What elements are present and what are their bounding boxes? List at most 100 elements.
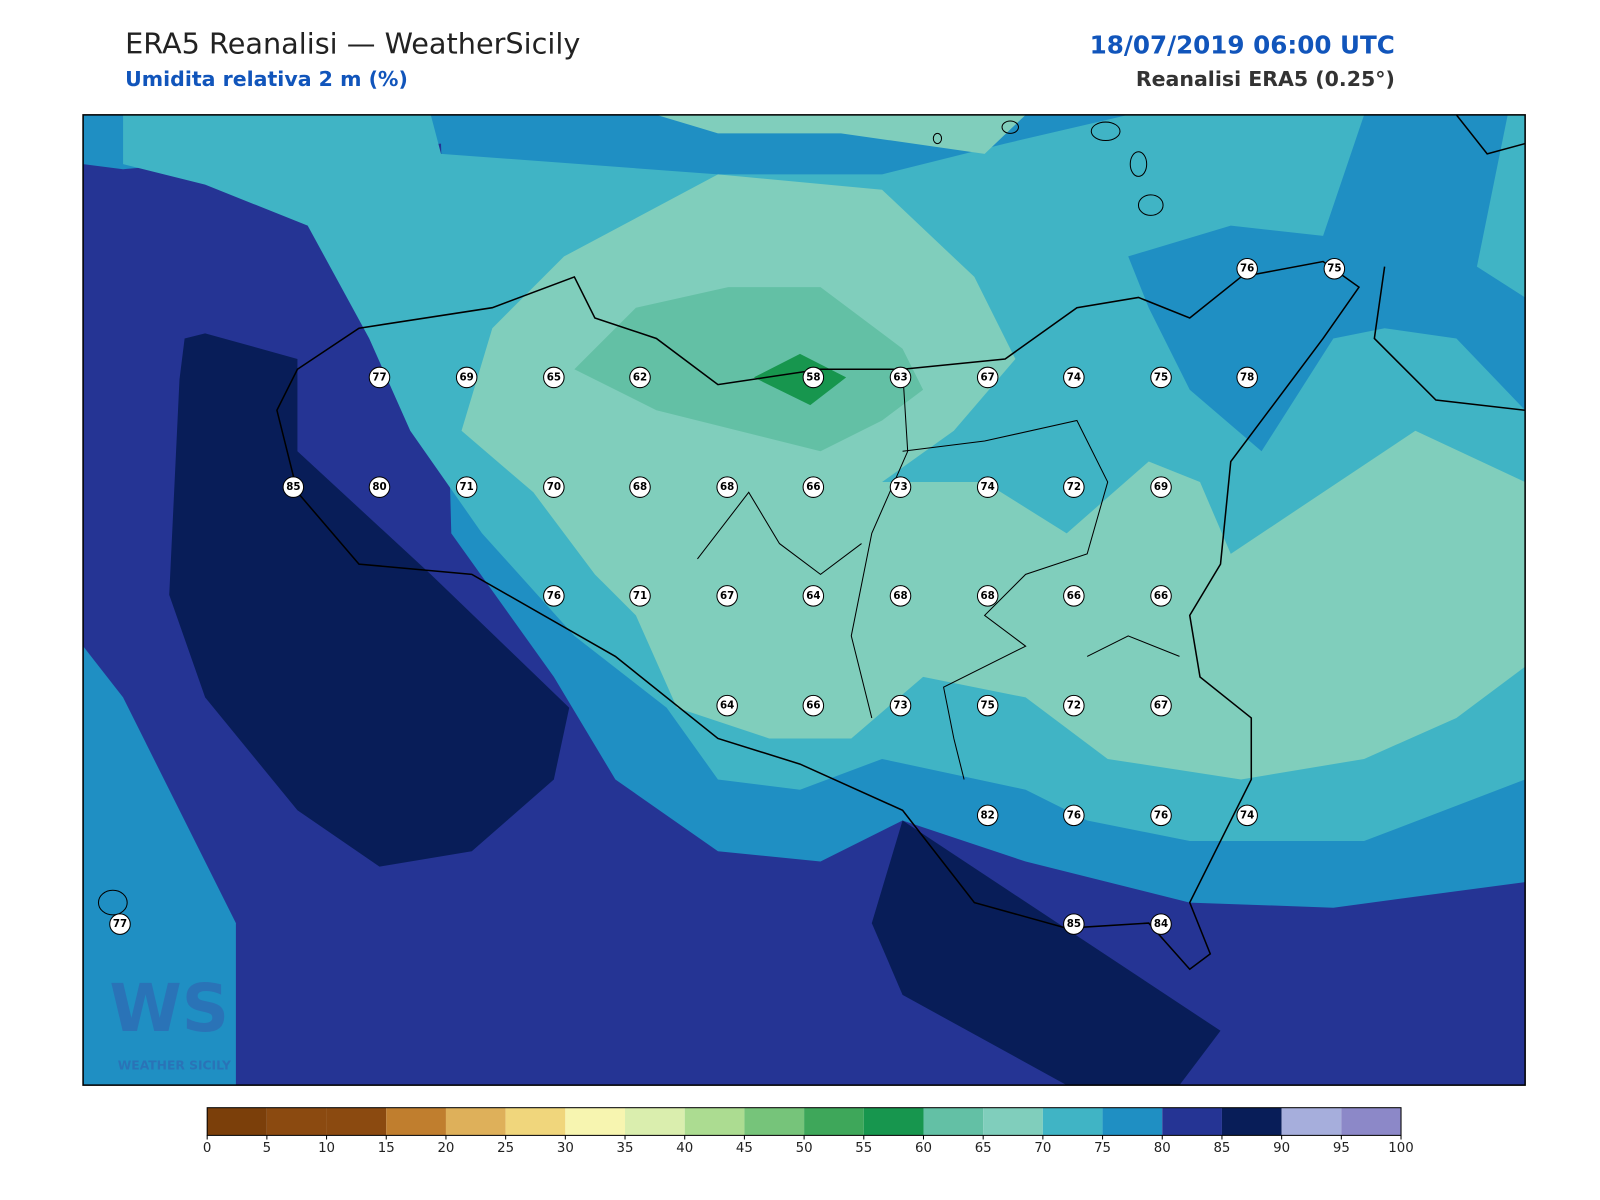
station-value: 84 bbox=[1154, 918, 1168, 930]
station: 58 bbox=[802, 366, 825, 389]
station: 84 bbox=[1150, 913, 1172, 935]
colorbar-tick-label: 25 bbox=[497, 1141, 514, 1156]
subtitle: Umidita relativa 2 m (%) bbox=[125, 67, 408, 91]
colorbar-tick-label: 85 bbox=[1213, 1141, 1230, 1156]
station: 64 bbox=[716, 694, 738, 717]
station: 71 bbox=[629, 585, 651, 607]
station: 67 bbox=[1150, 694, 1172, 717]
colorbar-tick-label: 5 bbox=[263, 1141, 271, 1156]
station-value: 67 bbox=[1154, 700, 1168, 712]
station-value: 64 bbox=[720, 700, 734, 712]
station-value: 65 bbox=[547, 371, 561, 383]
station-marker bbox=[976, 366, 999, 389]
station-value: 68 bbox=[981, 590, 995, 602]
station-value: 85 bbox=[1067, 918, 1081, 930]
station-marker bbox=[802, 694, 825, 717]
contour-fill bbox=[83, 114, 1526, 1086]
station-marker bbox=[1236, 257, 1258, 280]
station: 66 bbox=[802, 476, 825, 498]
station: 77 bbox=[368, 366, 391, 389]
station-marker bbox=[1236, 804, 1258, 827]
station-marker bbox=[976, 694, 999, 717]
station: 76 bbox=[1150, 804, 1172, 827]
station-marker bbox=[1236, 366, 1258, 389]
station: 72 bbox=[1063, 694, 1085, 717]
station-marker bbox=[368, 476, 391, 498]
colorbar-tick-label: 70 bbox=[1034, 1141, 1051, 1156]
station: 76 bbox=[543, 585, 565, 607]
colorbar-tick-label: 80 bbox=[1154, 1141, 1171, 1156]
station: 67 bbox=[716, 585, 738, 607]
colorbar-segment bbox=[625, 1107, 685, 1136]
station-marker bbox=[889, 585, 912, 607]
station-value: 74 bbox=[981, 481, 995, 493]
station-marker bbox=[282, 476, 305, 498]
station-value: 80 bbox=[372, 481, 386, 493]
station-marker bbox=[889, 366, 912, 389]
station-value: 67 bbox=[720, 590, 734, 602]
station-value: 68 bbox=[720, 481, 734, 493]
station-marker bbox=[1063, 694, 1085, 717]
colorbar-tick-label: 15 bbox=[378, 1141, 395, 1156]
colorbar-tick-label: 40 bbox=[676, 1141, 693, 1156]
colorbar-segment bbox=[266, 1107, 327, 1136]
station-value: 76 bbox=[1240, 263, 1254, 275]
station-marker bbox=[1063, 585, 1085, 607]
station: 68 bbox=[629, 476, 651, 498]
logo-mark: WS bbox=[109, 971, 229, 1047]
station: 75 bbox=[1150, 366, 1172, 389]
station-marker bbox=[368, 366, 391, 389]
colorbar-segment bbox=[684, 1107, 745, 1136]
station-value: 68 bbox=[633, 481, 647, 493]
station-value: 75 bbox=[1154, 371, 1168, 383]
colorbar-segment bbox=[326, 1107, 387, 1136]
colorbar-tick-label: 10 bbox=[318, 1141, 335, 1156]
colorbar-segment bbox=[1042, 1107, 1103, 1136]
station-marker bbox=[455, 476, 478, 498]
station-value: 63 bbox=[893, 371, 907, 383]
station-value: 73 bbox=[893, 481, 907, 493]
station-value: 82 bbox=[981, 809, 995, 821]
station: 66 bbox=[1063, 585, 1085, 607]
station: 66 bbox=[802, 694, 825, 717]
station-marker bbox=[802, 366, 825, 389]
station-value: 66 bbox=[1154, 590, 1168, 602]
station: 76 bbox=[1063, 804, 1085, 827]
colorbar: 0 5 10 15 20 25 30 35 40 45 50 55 60 65 70 75 80 85 90 95 10… bbox=[203, 1107, 1414, 1156]
colorbar-segment bbox=[1221, 1107, 1282, 1136]
station-marker bbox=[1150, 913, 1172, 935]
source: Reanalisi ERA5 (0.25°) bbox=[1136, 67, 1395, 91]
date: 18/07/2019 06:00 UTC bbox=[1090, 30, 1395, 59]
station-marker bbox=[1150, 804, 1172, 827]
station: 68 bbox=[976, 585, 999, 607]
station-marker bbox=[716, 585, 738, 607]
station-value: 71 bbox=[460, 481, 474, 493]
colorbar-segment bbox=[386, 1107, 446, 1136]
colorbar-tick-label: 75 bbox=[1094, 1141, 1111, 1156]
station-marker bbox=[1063, 476, 1085, 498]
station: 77 bbox=[109, 913, 131, 935]
colorbar-segment bbox=[1102, 1107, 1163, 1136]
station: 69 bbox=[455, 366, 478, 389]
station: 62 bbox=[629, 366, 651, 389]
station-marker bbox=[1150, 585, 1172, 607]
station-value: 72 bbox=[1067, 700, 1081, 712]
station: 73 bbox=[889, 476, 912, 498]
station-marker bbox=[1323, 257, 1346, 280]
station-marker bbox=[629, 366, 651, 389]
colorbar-tick-label: 30 bbox=[557, 1141, 574, 1156]
station-value: 69 bbox=[1154, 481, 1168, 493]
colorbar-segment bbox=[804, 1107, 864, 1136]
colorbar-tick-label: 100 bbox=[1388, 1141, 1413, 1156]
logo-text: WEATHER SICILY bbox=[118, 1059, 232, 1073]
station-marker bbox=[543, 585, 565, 607]
station-value: 73 bbox=[893, 700, 907, 712]
station: 75 bbox=[976, 694, 999, 717]
station-marker bbox=[716, 476, 738, 498]
station: 63 bbox=[889, 366, 912, 389]
station-marker bbox=[1150, 694, 1172, 717]
station-value: 66 bbox=[806, 481, 820, 493]
station-value: 58 bbox=[806, 371, 820, 383]
colorbar-segment bbox=[1281, 1107, 1342, 1136]
colorbar-segment bbox=[744, 1107, 805, 1136]
